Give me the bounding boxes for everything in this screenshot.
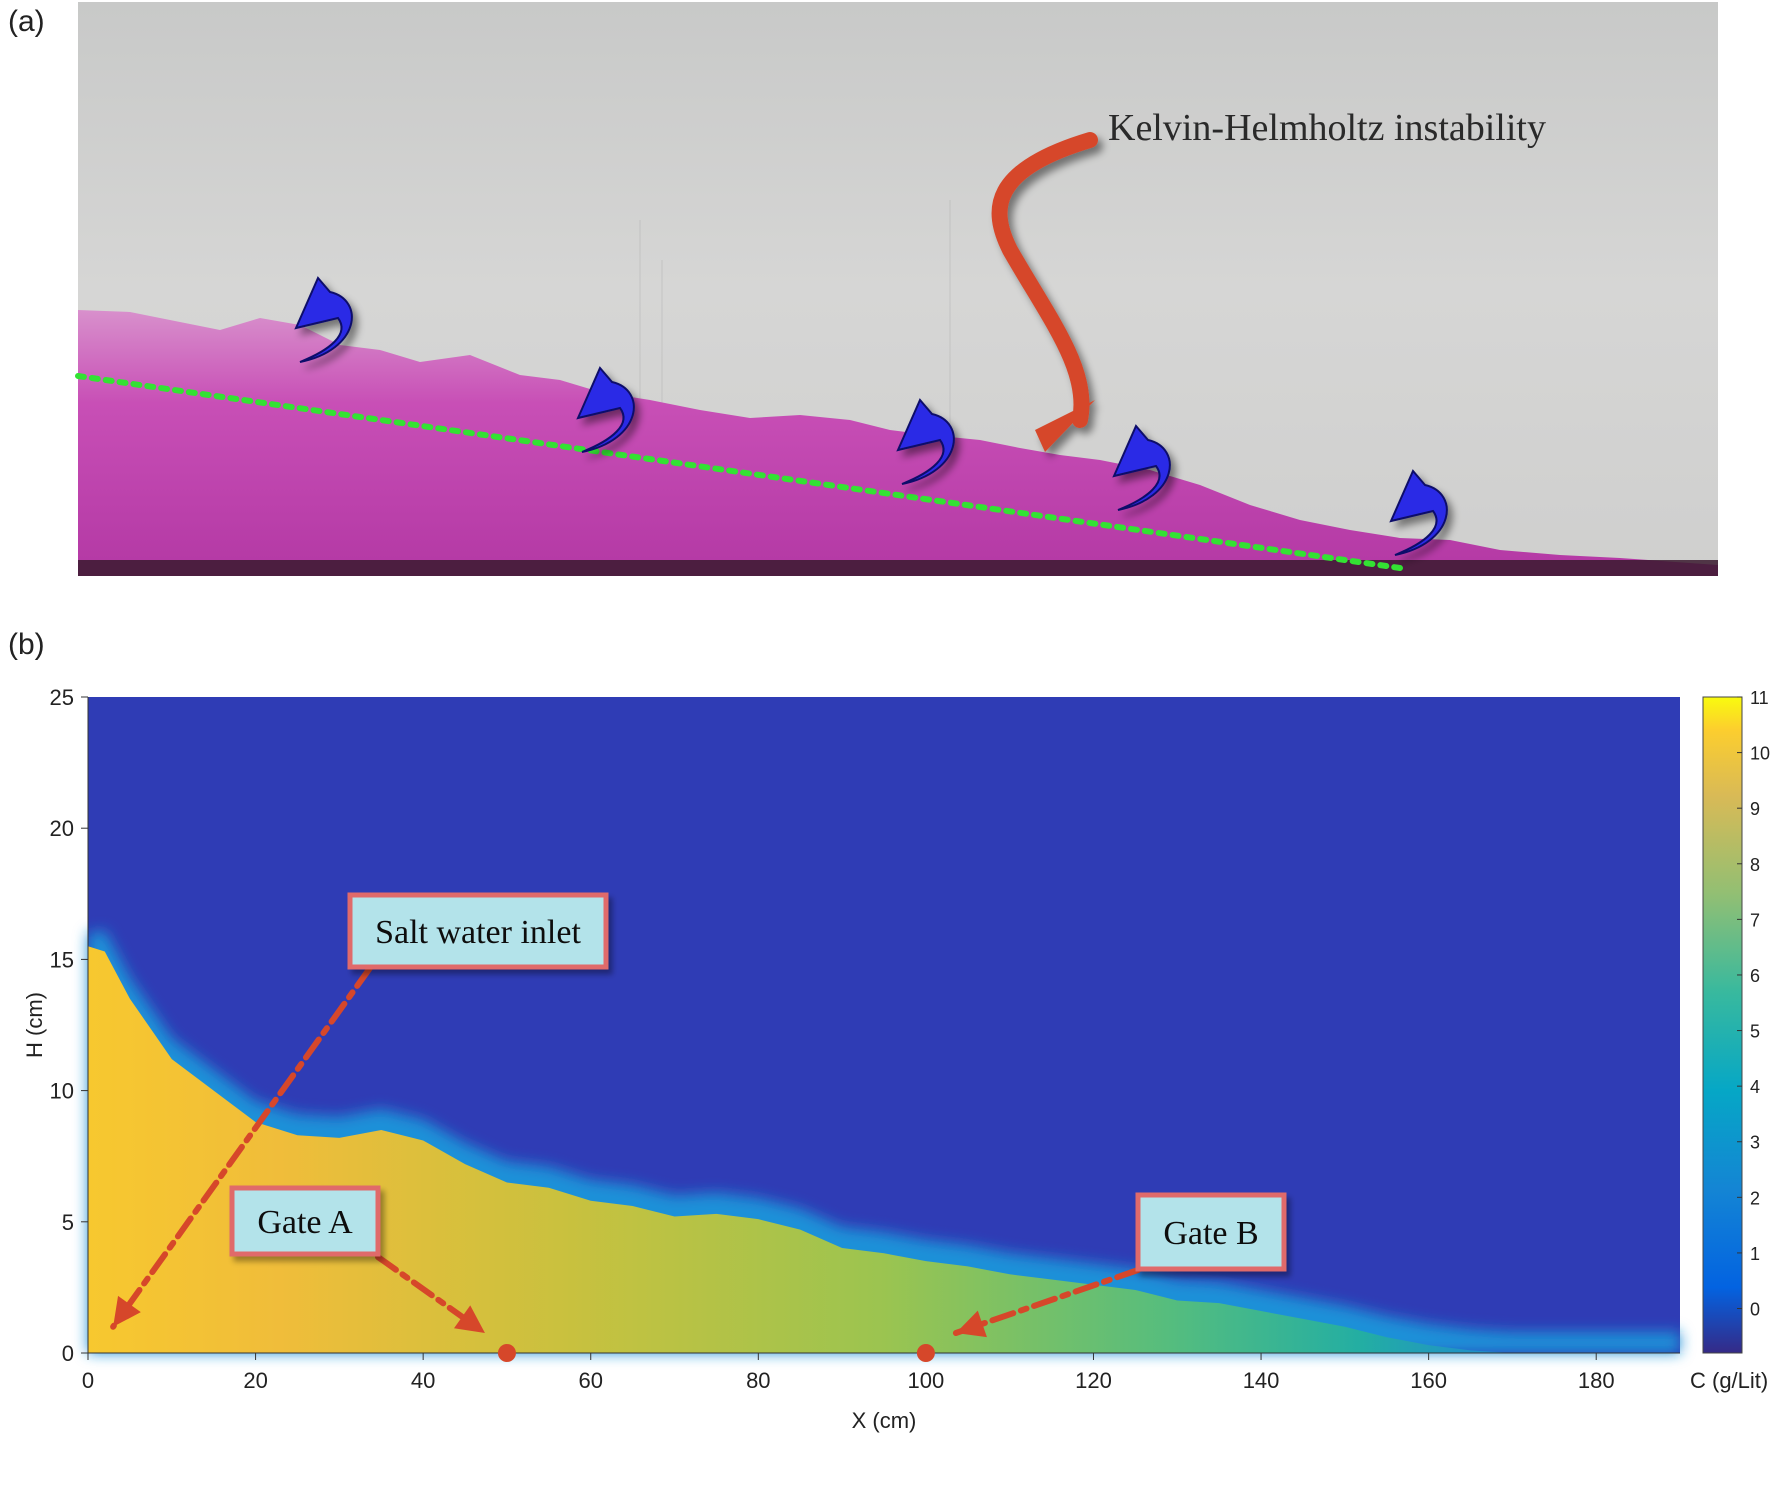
gate-a-box: Gate A [229, 1185, 381, 1257]
kh-arrow [991, 132, 1098, 428]
vortex-arrow-1 [294, 276, 353, 363]
salt-inlet-arrow [110, 965, 373, 1330]
x-axis-label: X (cm) [852, 1408, 917, 1433]
x-tick-label: 40 [411, 1368, 435, 1393]
colorbar-tick-label: 2 [1750, 1188, 1760, 1208]
x-tick-label: 120 [1075, 1368, 1112, 1393]
colorbar-tick-label: 6 [1750, 966, 1760, 986]
tank-floor [78, 560, 1718, 576]
colorbar-tick-label: 10 [1750, 744, 1770, 764]
vortex-arrow-3 [896, 398, 955, 485]
x-tick-label: 140 [1243, 1368, 1280, 1393]
vortex-arrow-5 [1389, 469, 1448, 556]
plume-region [88, 946, 1680, 1353]
gate-a-box-text: Gate A [257, 1204, 353, 1241]
x-tick-label: 80 [746, 1368, 770, 1393]
y-tick-label: 20 [50, 816, 74, 841]
x-tick-label: 180 [1578, 1368, 1615, 1393]
x-tick-label: 160 [1410, 1368, 1447, 1393]
plume-halo [88, 930, 1680, 1353]
vortex-arrow-4 [1112, 424, 1171, 511]
x-tick-label: 60 [578, 1368, 602, 1393]
colorbar-tick-label: 1 [1750, 1244, 1760, 1264]
salt-water-inlet-box-text: Salt water inlet [375, 914, 581, 951]
colorbar-tick-label: 3 [1750, 1133, 1760, 1153]
panel-b-label: (b) [8, 628, 45, 661]
panel-a-label: (a) [8, 5, 45, 38]
y-axis: 0 5 10 15 20 25 [50, 685, 89, 1366]
colorbar-label: C (g/Lit) [1690, 1368, 1768, 1393]
x-tick-label: 20 [243, 1368, 267, 1393]
heatmap-plot-area [88, 697, 1680, 1353]
colorbar [1702, 696, 1743, 1354]
y-axis-label: H (cm) [22, 992, 47, 1058]
x-tick-label: 0 [82, 1368, 94, 1393]
colorbar-tick-label: 11 [1750, 688, 1769, 708]
salt-water-inlet-box: Salt water inlet [347, 892, 609, 970]
panel-a-photo: Kelvin-Helmholtz instability [75, 2, 1718, 576]
colorbar-tick-label: 9 [1750, 799, 1760, 819]
colorbar-tick-label: 8 [1750, 855, 1760, 875]
y-tick-label: 25 [50, 685, 74, 710]
gate-a-marker [497, 1344, 516, 1362]
gate-b-box: Gate B [1135, 1192, 1287, 1272]
gate-b-box-text: Gate B [1163, 1215, 1258, 1252]
colorbar-tick-label: 5 [1750, 1022, 1760, 1042]
y-tick-label: 10 [50, 1079, 74, 1104]
annotations: Salt water inlet Gate A Gate B [110, 892, 1287, 1362]
colorbar-tick-label: 7 [1750, 910, 1760, 930]
vortex-arrow-2 [576, 366, 635, 453]
interface-dotted-line [75, 373, 1403, 571]
colorbar-tick-label: 0 [1750, 1300, 1760, 1320]
kh-annotation: Kelvin-Helmholtz instability [1108, 107, 1546, 149]
heatmap-background [88, 697, 1680, 1353]
x-axis: 0 20 40 60 80 100 120 140 160 180 [82, 1352, 1680, 1393]
gate-b-arrow [952, 1267, 1141, 1338]
gravity-current [78, 310, 1718, 576]
y-tick-label: 0 [62, 1341, 74, 1366]
colorbar-ticks: 0 1 2 3 4 5 6 7 8 9 10 11 [1737, 688, 1770, 1320]
y-tick-label: 5 [62, 1210, 74, 1235]
gate-b-marker [916, 1344, 935, 1362]
x-tick-label: 100 [908, 1368, 945, 1393]
gate-a-arrow [375, 1254, 488, 1336]
kh-arrow-head [1035, 400, 1095, 452]
colorbar-tick-label: 4 [1750, 1077, 1760, 1097]
y-tick-label: 15 [50, 947, 74, 972]
